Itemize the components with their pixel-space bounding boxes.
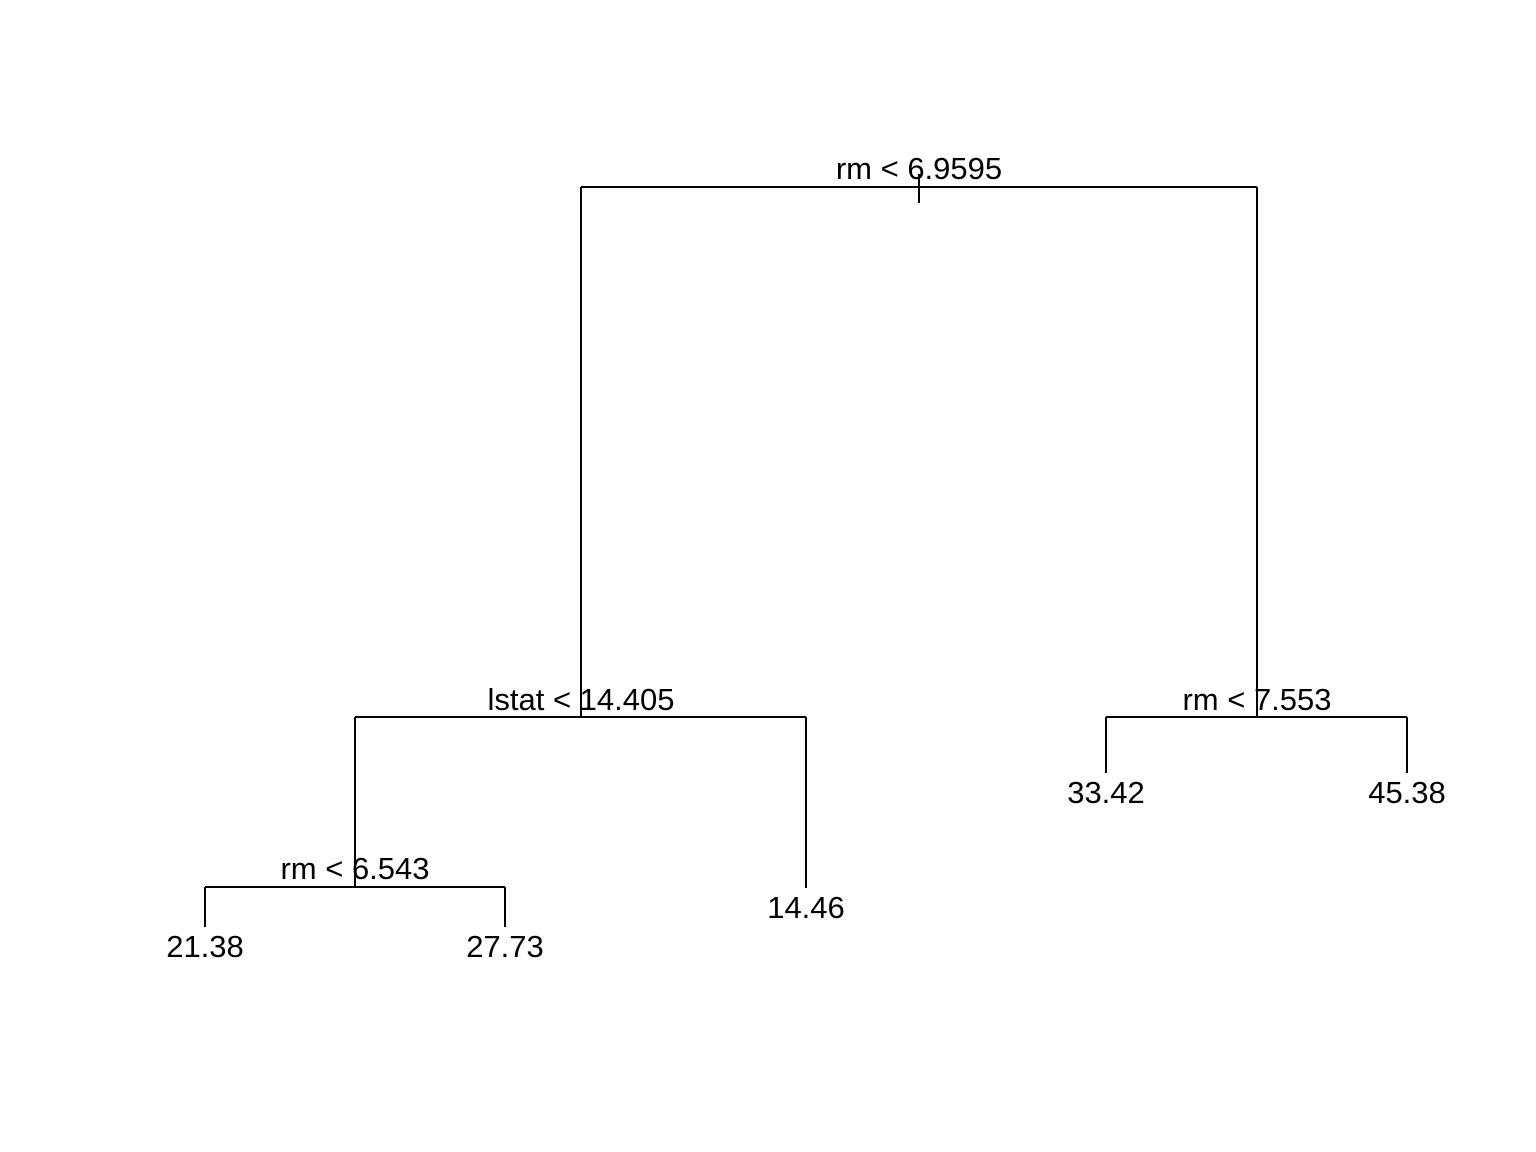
leaf-label-14-46: 14.46 [767,890,845,925]
split-label-rm-6543: rm < 6.543 [280,851,429,886]
leaf-label-27-73: 27.73 [466,929,544,964]
split-label-rm-7553: rm < 7.553 [1182,682,1331,717]
split-label-root: rm < 6.9595 [836,151,1002,186]
split-label-lstat: lstat < 14.405 [488,682,675,717]
leaf-label-21-38: 21.38 [166,929,244,964]
leaf-label-33-42: 33.42 [1067,775,1145,810]
leaf-label-45-38: 45.38 [1368,775,1446,810]
